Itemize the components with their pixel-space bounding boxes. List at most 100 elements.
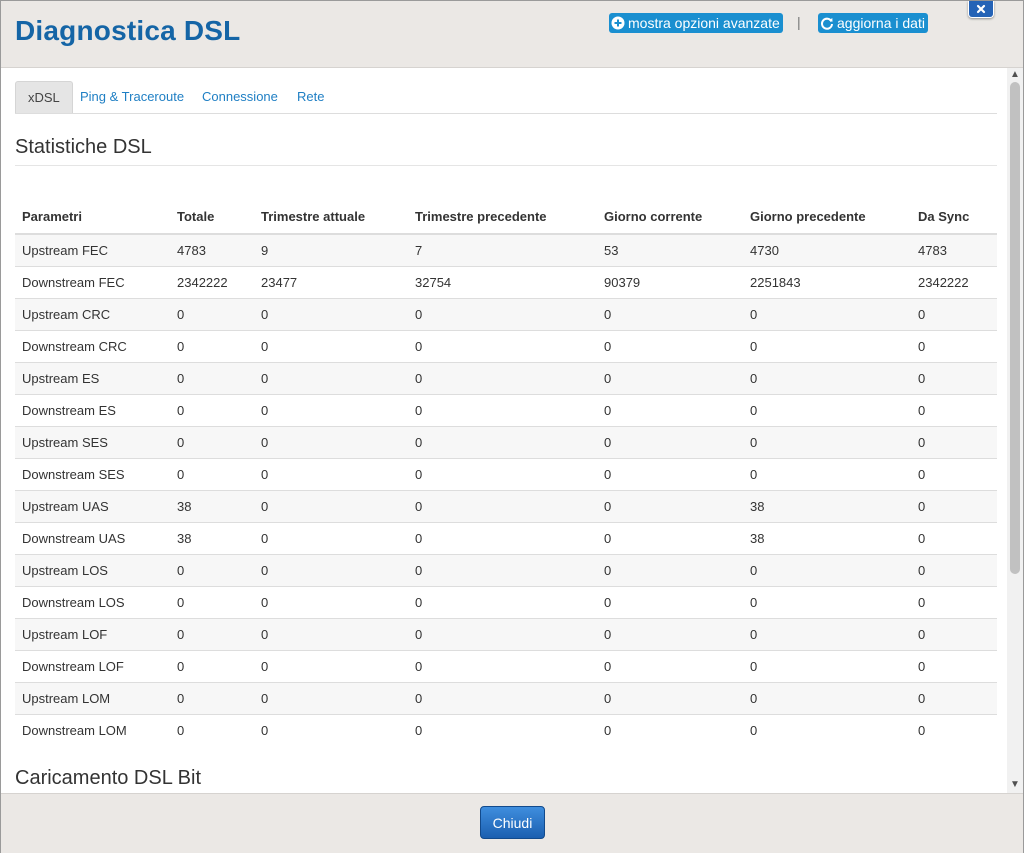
table-cell: 0 bbox=[408, 682, 597, 715]
table-cell: 0 bbox=[597, 682, 743, 715]
column-header: Giorno precedente bbox=[743, 200, 911, 235]
table-cell: 0 bbox=[170, 458, 254, 491]
table-cell: 90379 bbox=[597, 266, 743, 299]
table-row: Downstream LOS 0 0 0 0 0 0 bbox=[15, 586, 997, 619]
table-cell: 0 bbox=[408, 394, 597, 427]
dsl-stats-table: Parametri Totale Trimestre attuale Trime… bbox=[15, 200, 997, 746]
table-row: Upstream LOS 0 0 0 0 0 0 bbox=[15, 554, 997, 587]
table-cell: 0 bbox=[170, 554, 254, 587]
table-cell: 0 bbox=[597, 714, 743, 746]
table-cell: 2342222 bbox=[911, 266, 997, 299]
table-cell: 0 bbox=[254, 362, 408, 395]
table-cell: 0 bbox=[254, 554, 408, 587]
tab-xdsl[interactable]: xDSL bbox=[15, 81, 73, 113]
table-cell: 0 bbox=[597, 458, 743, 491]
table-row: Downstream SES 0 0 0 0 0 0 bbox=[15, 458, 997, 491]
row-parameter-name: Upstream LOM bbox=[15, 682, 170, 715]
table-cell: 0 bbox=[170, 618, 254, 651]
table-cell: 0 bbox=[743, 426, 911, 459]
row-parameter-name: Downstream SES bbox=[15, 458, 170, 491]
row-parameter-name: Downstream LOF bbox=[15, 650, 170, 683]
table-cell: 0 bbox=[911, 394, 997, 427]
refresh-data-label: aggiorna i dati bbox=[837, 15, 925, 31]
table-cell: 0 bbox=[408, 522, 597, 555]
table-cell: 0 bbox=[911, 554, 997, 587]
dialog-content[interactable]: xDSL Ping & Traceroute Connessione Rete … bbox=[1, 68, 1007, 793]
table-row: Downstream ES 0 0 0 0 0 0 bbox=[15, 394, 997, 427]
table-cell: 38 bbox=[743, 522, 911, 555]
table-row: Upstream SES 0 0 0 0 0 0 bbox=[15, 426, 997, 459]
table-row: Downstream CRC 0 0 0 0 0 0 bbox=[15, 330, 997, 363]
row-parameter-name: Upstream FEC bbox=[15, 233, 170, 267]
vertical-scrollbar[interactable]: ▲ ▼ bbox=[1007, 68, 1023, 793]
scroll-down-arrow-icon[interactable]: ▼ bbox=[1010, 779, 1020, 790]
table-cell: 0 bbox=[408, 362, 597, 395]
table-header-row: Parametri Totale Trimestre attuale Trime… bbox=[15, 200, 997, 235]
table-cell: 0 bbox=[911, 490, 997, 523]
row-parameter-name: Upstream LOS bbox=[15, 554, 170, 587]
table-cell: 0 bbox=[408, 618, 597, 651]
column-header: Parametri bbox=[15, 200, 170, 235]
tab-rete[interactable]: Rete bbox=[297, 89, 325, 104]
table-cell: 0 bbox=[597, 394, 743, 427]
table-cell: 0 bbox=[170, 682, 254, 715]
table-row: Downstream LOM 0 0 0 0 0 0 bbox=[15, 714, 997, 746]
header-separator: | bbox=[797, 14, 801, 30]
table-row: Downstream FEC 2342222 23477 32754 90379 2251… bbox=[15, 266, 997, 299]
show-advanced-options-button[interactable]: mostra opzioni avanzate bbox=[609, 13, 783, 33]
column-header: Totale bbox=[170, 200, 254, 235]
dialog-footer: Chiudi bbox=[1, 793, 1023, 853]
table-cell: 0 bbox=[170, 426, 254, 459]
table-cell: 53 bbox=[597, 233, 743, 267]
table-cell: 4730 bbox=[743, 233, 911, 267]
table-cell: 0 bbox=[911, 618, 997, 651]
table-row: Downstream LOF 0 0 0 0 0 0 bbox=[15, 650, 997, 683]
row-parameter-name: Downstream ES bbox=[15, 394, 170, 427]
table-cell: 0 bbox=[597, 522, 743, 555]
tab-ping-traceroute[interactable]: Ping & Traceroute bbox=[80, 89, 185, 104]
table-cell: 4783 bbox=[170, 233, 254, 267]
table-cell: 0 bbox=[170, 394, 254, 427]
table-cell: 2342222 bbox=[170, 266, 254, 299]
tab-connessione[interactable]: Connessione bbox=[202, 89, 278, 104]
table-cell: 0 bbox=[597, 650, 743, 683]
table-cell: 0 bbox=[408, 554, 597, 587]
page-title: Diagnostica DSL bbox=[15, 15, 241, 46]
table-cell: 0 bbox=[911, 522, 997, 555]
table-row: Upstream LOF 0 0 0 0 0 0 bbox=[15, 618, 997, 651]
table-cell: 38 bbox=[170, 490, 254, 523]
table-cell: 0 bbox=[743, 554, 911, 587]
table-row: Upstream UAS 38 0 0 0 38 0 bbox=[15, 490, 997, 523]
table-cell: 0 bbox=[254, 330, 408, 363]
table-cell: 0 bbox=[597, 618, 743, 651]
table-cell: 0 bbox=[911, 298, 997, 331]
show-advanced-options-label: mostra opzioni avanzate bbox=[628, 15, 780, 31]
scroll-up-arrow-icon[interactable]: ▲ bbox=[1010, 69, 1020, 80]
row-parameter-name: Downstream FEC bbox=[15, 266, 170, 299]
table-cell: 0 bbox=[743, 394, 911, 427]
tab-bar: xDSL Ping & Traceroute Connessione Rete bbox=[15, 81, 997, 114]
table-cell: 0 bbox=[597, 490, 743, 523]
table-row: Downstream UAS 38 0 0 0 38 0 bbox=[15, 522, 997, 555]
refresh-data-button[interactable]: aggiorna i dati bbox=[818, 13, 928, 33]
table-cell: 0 bbox=[408, 714, 597, 746]
section-divider bbox=[15, 165, 997, 166]
row-parameter-name: Upstream LOF bbox=[15, 618, 170, 651]
table-cell: 38 bbox=[743, 490, 911, 523]
row-parameter-name: Downstream LOM bbox=[15, 714, 170, 746]
table-cell: 0 bbox=[743, 458, 911, 491]
column-header: Trimestre precedente bbox=[408, 200, 597, 235]
row-parameter-name: Upstream SES bbox=[15, 426, 170, 459]
table-row: Upstream FEC 4783 9 7 53 4730 4783 bbox=[15, 233, 997, 267]
table-cell: 0 bbox=[254, 650, 408, 683]
row-parameter-name: Downstream CRC bbox=[15, 330, 170, 363]
table-cell: 0 bbox=[254, 682, 408, 715]
table-cell: 0 bbox=[911, 330, 997, 363]
close-button[interactable]: Chiudi bbox=[480, 806, 545, 839]
table-cell: 0 bbox=[408, 330, 597, 363]
scrollbar-thumb[interactable] bbox=[1010, 82, 1020, 574]
close-icon[interactable] bbox=[968, 1, 994, 18]
table-cell: 0 bbox=[408, 490, 597, 523]
table-cell: 0 bbox=[254, 458, 408, 491]
